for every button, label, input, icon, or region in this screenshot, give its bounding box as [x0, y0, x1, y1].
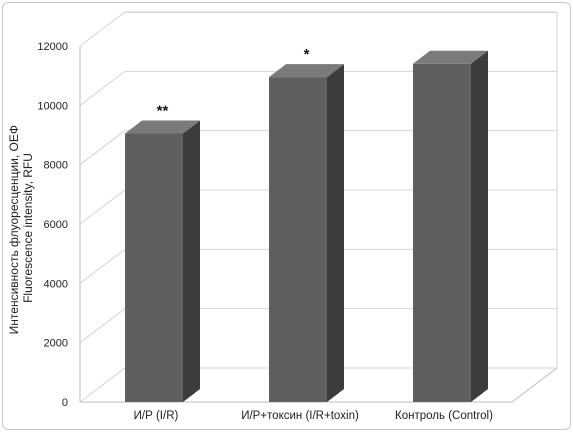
- bars: ***: [125, 46, 488, 403]
- significance-marker: **: [157, 103, 169, 120]
- bar-top: [125, 120, 200, 134]
- bar-front: [125, 133, 183, 402]
- bar: [125, 120, 200, 403]
- y-tick-label: 6000: [44, 219, 68, 231]
- x-axis-categories: И/Р (I/R) И/Р+токсин (I/R+toxin) Контроль …: [134, 410, 493, 422]
- bar-side: [327, 64, 344, 403]
- significance-marker: *: [304, 46, 310, 63]
- bar-front: [269, 77, 327, 403]
- y-tick-label: 0: [62, 397, 68, 409]
- x-category-label: Контроль (Control): [395, 410, 493, 422]
- y-tick-label: 8000: [44, 160, 68, 172]
- bar-side: [183, 120, 200, 403]
- grid-line: [79, 11, 557, 47]
- floor-right-edge: [511, 367, 558, 403]
- bar-top: [269, 64, 344, 78]
- bar-front: [413, 63, 471, 403]
- y-axis-label-line-2: Fluorescence intensity, RFU: [21, 153, 35, 303]
- y-tick-label: 2000: [44, 338, 68, 350]
- bar-top: [413, 50, 488, 64]
- y-tick-label: 12000: [37, 41, 68, 53]
- y-axis-label-line-1: Интенсивность флуоресценции, ОЕФ: [7, 125, 21, 334]
- y-axis-label: Интенсивность флуоресценции, ОЕФ Fluores…: [7, 122, 35, 335]
- bar: [413, 50, 488, 403]
- x-category-label: И/Р+токсин (I/R+toxin): [241, 410, 359, 422]
- y-axis-ticks: 0 2000 4000 6000 8000 10000 12000: [37, 41, 68, 409]
- x-category-label: И/Р (I/R): [134, 410, 179, 422]
- bar: [269, 64, 344, 403]
- y-tick-label: 10000: [37, 100, 68, 112]
- y-tick-label: 4000: [44, 278, 68, 290]
- bar-side: [471, 50, 488, 403]
